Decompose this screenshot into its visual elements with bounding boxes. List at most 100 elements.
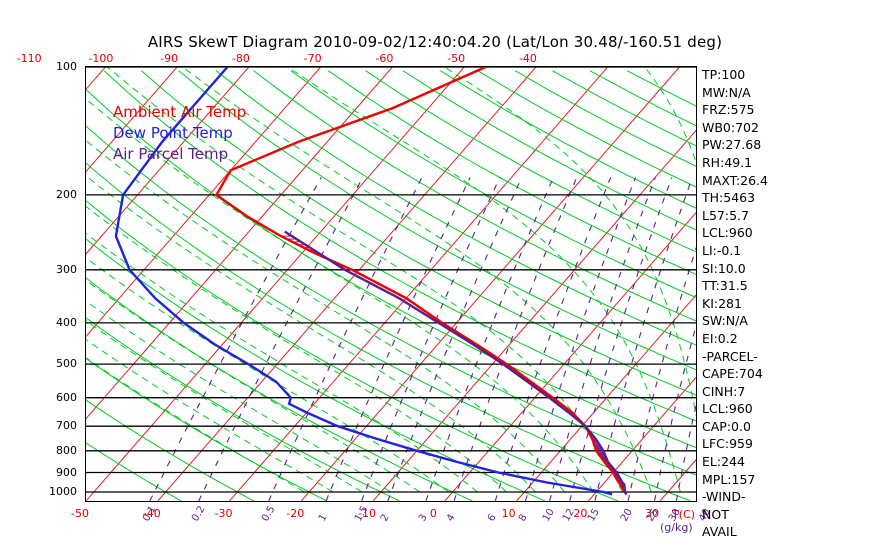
isotherm-line: [86, 67, 106, 91]
moist-adiabat-line: [182, 67, 652, 493]
bottom-temp-tick: -30: [214, 507, 233, 520]
mixing-ratio-line: [325, 177, 471, 501]
parameter-row: L57:5.7: [702, 207, 749, 223]
mixing-ratio-tick: 1.5: [352, 504, 371, 524]
mixing-ratio-line: [675, 403, 696, 501]
moist-adiabat-line: [86, 205, 507, 493]
pressure-tick: 600: [56, 390, 77, 404]
ambient-temp-curve: [214, 67, 628, 496]
moist-adiabat-line: [86, 175, 536, 493]
parameter-row: -WIND-: [702, 489, 746, 505]
parameter-row: CAPE:704: [702, 366, 763, 382]
legend-item-2: Dew Point Temp: [113, 124, 233, 142]
dry-adiabat-line: [86, 317, 400, 501]
isotherm-line: [157, 67, 537, 501]
parcel-temp-curve: [284, 230, 628, 496]
skewt-plot-area: [85, 66, 697, 502]
isotherm-line: [300, 67, 680, 501]
temp-unit-label: T(C): [672, 508, 695, 521]
dry-adiabat-line: [253, 70, 696, 322]
isotherm-line: [588, 376, 696, 501]
parameter-row: WB0:702: [702, 119, 759, 135]
moist-adiabat-line: [644, 67, 696, 164]
dry-adiabat-line: [290, 70, 696, 298]
parameter-row: MPL:157: [702, 471, 756, 487]
parameter-row: MAXT:26.4: [702, 172, 768, 188]
dry-adiabat-line: [365, 70, 696, 253]
mixing-ratio-line: [149, 177, 322, 501]
bottom-temp-tick: -10: [358, 507, 377, 520]
mixing-ratio-tick: 15: [585, 506, 602, 524]
mixing-ratio-line: [425, 177, 554, 501]
bottom-temp-tick: 20: [573, 507, 588, 520]
mixing-ratio-tick: 3: [416, 512, 430, 524]
mixing-unit-label: (g/kg): [660, 521, 693, 534]
parameter-row: EL:244: [702, 454, 745, 470]
page-title: AIRS SkewT Diagram 2010-09-02/12:40:04.2…: [147, 33, 723, 51]
mixing-ratio-line: [569, 177, 673, 501]
parameter-row: TP:100: [702, 67, 746, 82]
moist-adiabat-line: [444, 67, 696, 418]
mixing-ratio-line: [653, 323, 696, 501]
mixing-ratio-tick: 0.2: [189, 504, 208, 524]
parameter-row: CINH:7: [702, 383, 746, 399]
parameter-row: -PARCEL-: [702, 348, 758, 364]
isotherm-line: [86, 67, 322, 338]
top-temp-tick: -70: [303, 52, 322, 65]
top-temp-tick: -80: [231, 52, 250, 65]
pressure-tick: 200: [56, 187, 77, 201]
mixing-ratio-line: [453, 177, 578, 501]
isotherm-line: [86, 67, 178, 173]
top-temp-tick: -50: [447, 52, 466, 65]
top-temp-tick: -40: [518, 52, 537, 65]
bottom-temp-tick: -20: [286, 507, 305, 520]
pressure-tick: 800: [56, 443, 77, 457]
moist-adiabat-line: [86, 98, 594, 493]
mixing-ratio-line: [594, 177, 693, 501]
top-temp-tick: -90: [160, 52, 179, 65]
parameter-row: NOT: [702, 506, 729, 522]
mixing-ratio-tick: 10: [540, 506, 557, 524]
dry-adiabat-line: [141, 70, 696, 396]
dry-adiabat-line: [178, 70, 696, 371]
isotherm-line: [516, 294, 696, 501]
isotherm-line: [86, 67, 393, 420]
dry-adiabat-line: [86, 442, 182, 501]
parameter-row: MW:N/A: [702, 84, 751, 100]
pressure-tick: 1000: [49, 484, 77, 498]
mixing-ratio-line: [549, 177, 656, 501]
dewpoint-curve: [114, 67, 613, 496]
parameter-row: SI:10.0: [702, 260, 746, 276]
bottom-temp-tick: -40: [142, 507, 161, 520]
isotherm-line: [86, 67, 465, 501]
mixing-ratio-line: [524, 177, 637, 501]
parameter-row: KI:281: [702, 295, 742, 311]
mixing-ratio-tick: 1: [317, 512, 330, 524]
dry-adiabat-line: [328, 70, 696, 275]
dry-adiabat-line: [86, 399, 255, 501]
parameter-row: CAP:0.0: [702, 418, 751, 434]
pressure-tick: 400: [56, 315, 77, 329]
parameter-row: SW:N/A: [702, 313, 748, 329]
parameter-row: RH:49.1: [702, 154, 753, 170]
pressure-tick: 500: [56, 357, 77, 371]
parameter-row: PW:27.68: [702, 137, 762, 153]
parameter-row: FRZ:575: [702, 102, 755, 118]
moist-adiabat-line: [86, 279, 420, 493]
skewt-canvas: [86, 67, 696, 501]
dry-adiabat-line: [103, 70, 696, 422]
dry-adiabat-line: [402, 70, 696, 231]
parameter-row: LFC:959: [702, 436, 753, 452]
bottom-temp-tick: -50: [71, 507, 89, 520]
dry-adiabat-line: [552, 70, 696, 147]
mixing-ratio-line: [361, 177, 501, 501]
parameter-row: AVAIL: [702, 524, 737, 540]
mixing-ratio-tick: 6: [486, 512, 499, 524]
bottom-temp-tick: 30: [645, 507, 660, 520]
mixing-ratio-line: [268, 177, 423, 501]
bottom-temp-tick: 0: [429, 507, 437, 520]
mixing-ratio-line: [627, 246, 696, 501]
parameter-row: LI:-0.1: [702, 242, 742, 258]
mixing-ratio-tick: 8: [516, 512, 530, 524]
